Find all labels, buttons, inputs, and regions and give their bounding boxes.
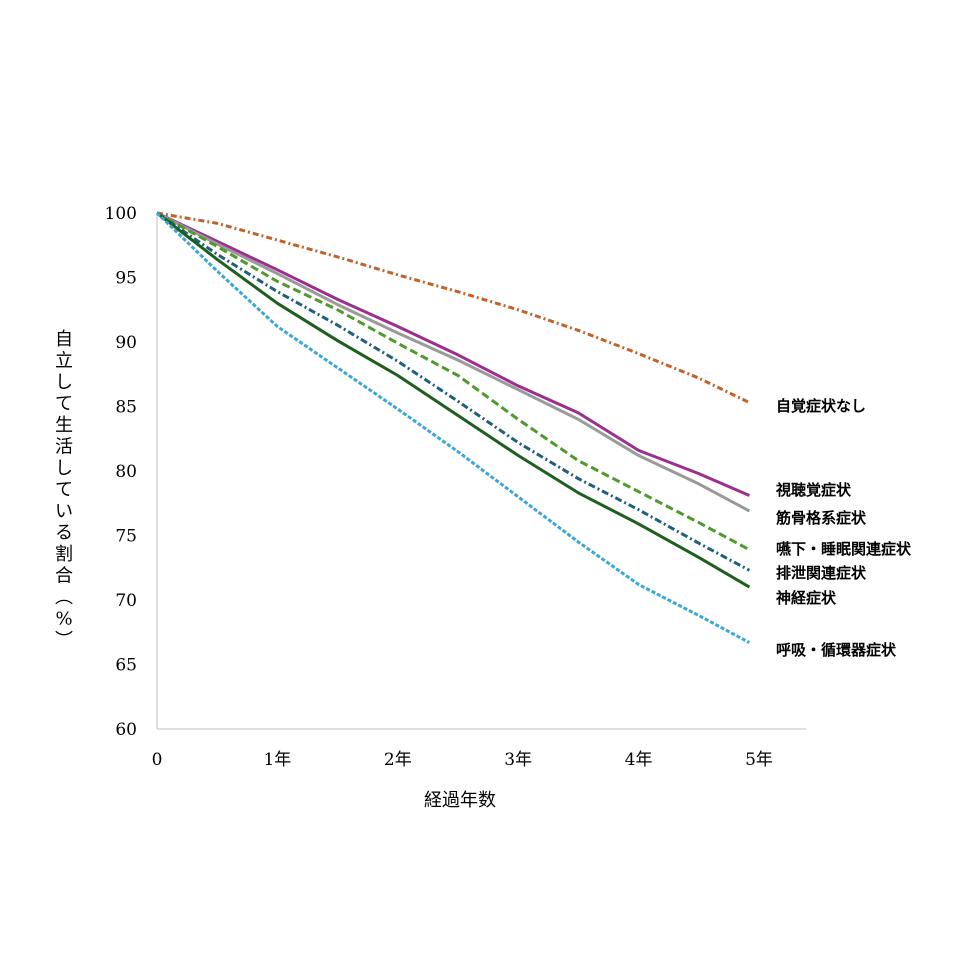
y-tick-label: 80	[115, 462, 137, 482]
series-line	[156, 211, 751, 552]
y-axis-label-char: ︶	[55, 630, 73, 651]
y-tick-label: 85	[115, 398, 137, 418]
y-tick-label: 60	[115, 720, 137, 740]
y-tick-label: 70	[115, 591, 137, 611]
series-labels: 自覚症状なし視聴覚症状筋骨格系症状嚥下・睡眠関連症状排泄関連症状神経症状呼吸・循…	[775, 397, 912, 659]
y-axis-label-char: 自	[55, 329, 73, 350]
x-tick-labels: 0 1年 2年 3年 4年 5年	[152, 750, 773, 770]
y-axis-label-char: 立	[55, 351, 73, 372]
y-axis-label-char: る	[55, 523, 73, 544]
x-tick-label: 3年	[504, 750, 532, 770]
y-axis-label-char: 合	[55, 566, 73, 587]
series-line	[156, 211, 751, 513]
series-label: 神経症状	[776, 589, 837, 607]
y-axis-label-char: し	[55, 458, 73, 479]
series-line	[156, 211, 751, 404]
series-label: 排泄関連症状	[776, 564, 867, 582]
series-line	[156, 211, 751, 589]
series-label: 筋骨格系症状	[775, 509, 867, 527]
x-tick-label: 4年	[625, 750, 653, 770]
y-tick-label: 65	[115, 656, 137, 676]
y-axis-label-char: て	[55, 480, 73, 501]
series-lines	[155, 211, 751, 644]
series-line	[156, 211, 750, 497]
y-axis-label-char: 生	[55, 415, 73, 436]
x-tick-label: 1年	[263, 750, 291, 770]
series-label: 嚥下・睡眠関連症状	[776, 540, 912, 558]
y-axis-label-char: ︵	[55, 587, 73, 608]
y-axis-label-char: %	[55, 609, 72, 630]
y-tick-labels: 60 65 70 75 80 85 90 95 100	[105, 204, 137, 740]
y-axis-label-char: 割	[55, 544, 73, 565]
series-label: 呼吸・循環器症状	[776, 641, 897, 659]
y-axis-label-char: て	[55, 394, 73, 415]
y-tick-label: 95	[115, 269, 137, 289]
axes	[156, 213, 806, 730]
y-tick-label: 75	[115, 527, 137, 547]
series-line	[155, 211, 751, 644]
x-tick-label: 2年	[384, 750, 412, 770]
series-label: 視聴覚症状	[775, 481, 852, 499]
y-tick-label: 100	[105, 204, 137, 224]
x-tick-label: 5年	[745, 750, 773, 770]
y-axis-label-char: 活	[55, 437, 73, 458]
series-label: 自覚症状なし	[776, 397, 866, 415]
x-tick-label: 0	[152, 750, 163, 770]
y-tick-label: 90	[115, 333, 137, 353]
y-axis-label-char: い	[55, 501, 73, 522]
x-axis-label: 経過年数	[424, 790, 496, 811]
y-axis-label-char: し	[55, 372, 73, 393]
series-line	[156, 211, 751, 572]
